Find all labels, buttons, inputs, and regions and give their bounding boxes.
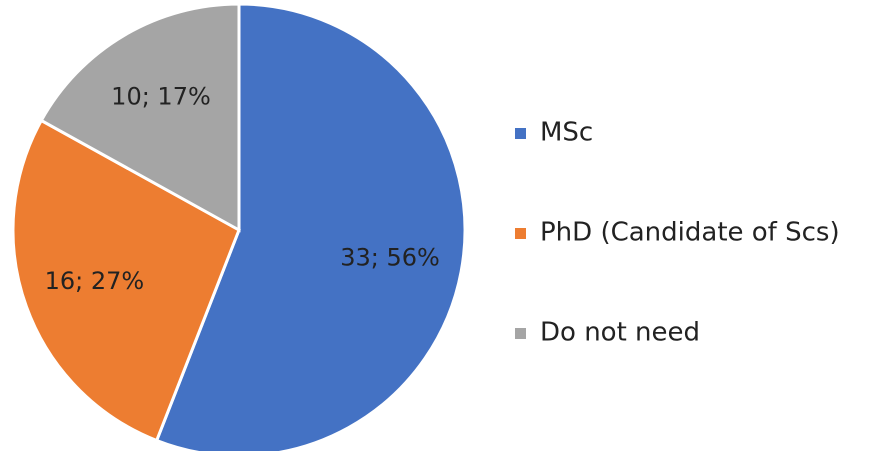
legend-swatch — [515, 228, 526, 239]
legend-swatch — [515, 128, 526, 139]
data-label: 10; 17% — [111, 83, 211, 111]
data-label: 33; 56% — [340, 243, 440, 271]
pie-slice — [11, 118, 241, 443]
legend-label: MSc — [540, 118, 593, 148]
pie-slice — [154, 2, 467, 451]
legend-label: Do not need — [540, 318, 700, 348]
data-label: 16; 27% — [45, 267, 145, 295]
pie-slice — [39, 2, 241, 233]
legend-label: PhD (Candidate of Scs) — [540, 218, 840, 248]
legend-swatch — [515, 328, 526, 339]
